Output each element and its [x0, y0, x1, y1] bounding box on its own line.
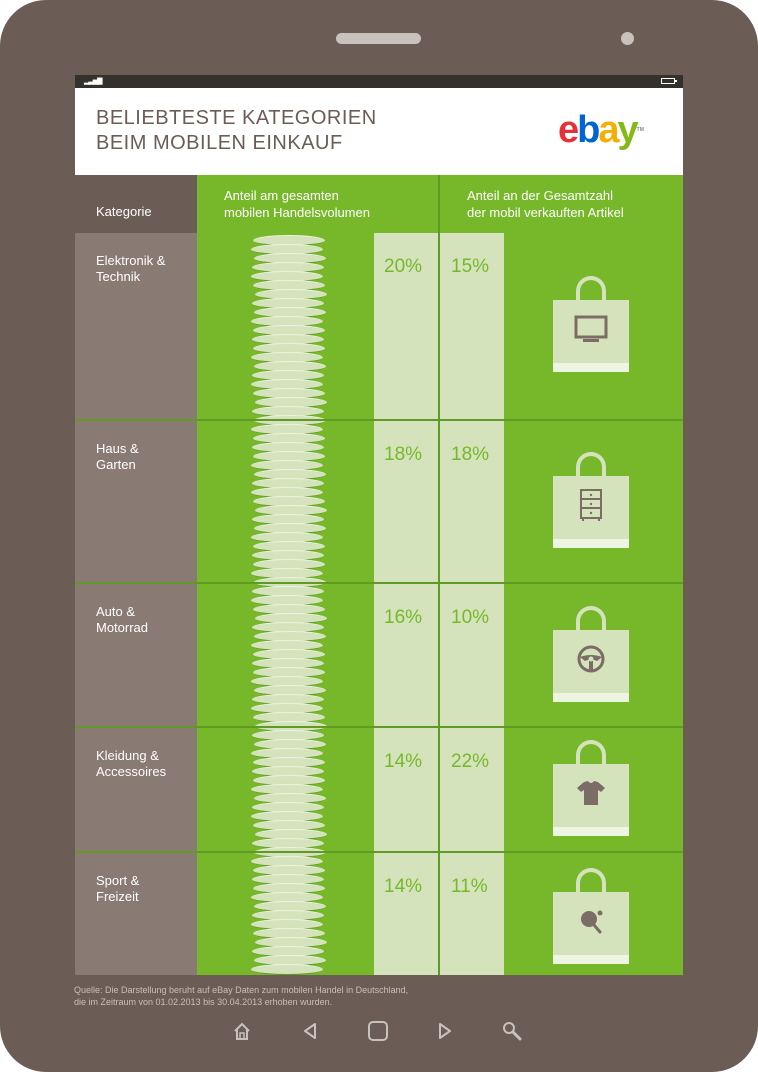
logo-letter-a: a	[598, 109, 619, 151]
logo-letter-b: b	[577, 109, 600, 151]
tshirt-icon	[577, 781, 605, 805]
header-category: Kategorie	[96, 204, 152, 219]
coin-stack	[251, 233, 327, 975]
row-divider	[75, 851, 683, 853]
tv-icon	[574, 315, 608, 342]
logo-letter-e: e	[558, 109, 579, 151]
row-divider	[75, 582, 683, 584]
ping-pong-icon	[581, 910, 603, 934]
volume-value: 14%	[384, 751, 423, 772]
row-divider	[75, 419, 683, 421]
table-header: Kategorie Anteil am gesamten mobilen Han…	[75, 175, 683, 233]
dresser-icon	[580, 489, 602, 521]
forward-icon[interactable]	[432, 1018, 458, 1044]
items-value: 10%	[451, 607, 490, 628]
volume-value: 20%	[384, 256, 423, 277]
table-row: Sport & Freizeit 14% 11%	[75, 853, 683, 975]
front-camera	[621, 32, 634, 45]
search-icon[interactable]	[499, 1018, 525, 1044]
title-line-2: BEIM MOBILEN EINKAUF	[96, 132, 343, 154]
header-category-cell: Kategorie	[75, 175, 197, 233]
shopping-bag	[553, 740, 629, 836]
steering-wheel-icon	[577, 645, 605, 673]
title-line-1: BELIEBTESTE KATEGORIEN	[96, 107, 377, 129]
speaker-grill	[336, 33, 421, 44]
category-label: Elektronik & Technik	[96, 253, 166, 284]
table-row: Haus & Garten 18% 18%	[75, 421, 683, 582]
items-value: 18%	[451, 444, 490, 465]
items-value: 22%	[451, 751, 490, 772]
source-line-1: Quelle: Die Darstellung beruht auf eBay …	[74, 985, 409, 995]
volume-value: 18%	[384, 444, 423, 465]
category-label: Haus & Garten	[96, 441, 139, 472]
source-note: Quelle: Die Darstellung beruht auf eBay …	[74, 984, 408, 1008]
shopping-bag	[553, 452, 629, 548]
header-volume: Anteil am gesamten mobilen Handelsvolume…	[224, 188, 370, 220]
category-label: Auto & Motorrad	[96, 604, 149, 635]
shopping-bag	[553, 868, 629, 964]
table-row: Kleidung & Accessoires 14% 22%	[75, 728, 683, 851]
page-title: BELIEBTESTE KATEGORIEN BEIM MOBILEN EINK…	[96, 106, 377, 156]
logo-letter-y: y	[617, 109, 639, 151]
shopping-bag	[553, 606, 629, 702]
header-metrics-cell: Anteil am gesamten mobilen Handelsvolume…	[197, 175, 683, 233]
logo-trademark: TM	[636, 127, 644, 133]
battery-icon	[661, 78, 677, 84]
category-label: Kleidung & Accessoires	[96, 748, 167, 779]
back-icon[interactable]	[297, 1018, 323, 1044]
category-label: Sport & Freizeit	[96, 873, 140, 904]
items-value: 11%	[451, 876, 488, 897]
header: BELIEBTESTE KATEGORIEN BEIM MOBILEN EINK…	[75, 88, 683, 175]
ebay-logo: ebayTM	[558, 110, 644, 150]
items-value: 15%	[451, 256, 490, 277]
status-bar: ▂▃▅▇	[75, 75, 683, 88]
signal-icon: ▂▃▅▇	[84, 78, 103, 85]
shopping-bag	[553, 276, 629, 372]
screen: ▂▃▅▇ BELIEBTESTE KATEGORIEN BEIM MOBILEN…	[75, 75, 683, 975]
home-icon[interactable]	[229, 1018, 255, 1044]
volume-value: 16%	[384, 607, 423, 628]
column-divider	[438, 175, 440, 975]
volume-value: 14%	[384, 876, 423, 897]
table-row: Auto & Motorrad 16% 10%	[75, 584, 683, 726]
table-row: Elektronik & Technik 20% 15%	[75, 233, 683, 419]
coin	[251, 964, 323, 975]
row-divider	[75, 726, 683, 728]
source-line-2: die im Zeitraum von 01.02.2013 bis 30.04…	[74, 997, 333, 1007]
header-items: Anteil an der Gesamtzahl der mobil verka…	[467, 188, 624, 220]
recent-apps-icon[interactable]	[365, 1018, 391, 1044]
